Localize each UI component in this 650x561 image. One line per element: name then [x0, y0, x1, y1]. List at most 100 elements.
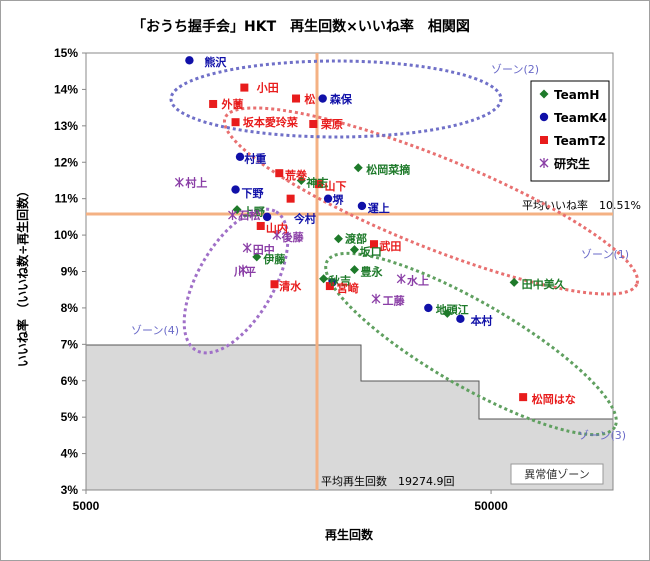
data-point — [275, 169, 284, 178]
data-point — [272, 230, 282, 241]
y-tick-label: 7% — [61, 337, 79, 351]
data-point — [371, 293, 381, 304]
y-tick-label: 13% — [54, 119, 78, 133]
data-point — [353, 163, 363, 173]
y-tick-label: 3% — [61, 483, 79, 497]
y-tick-label: 11% — [55, 192, 79, 206]
data-point — [325, 282, 334, 291]
data-point — [456, 314, 465, 324]
data-point — [369, 240, 378, 249]
point-label: 宮﨑 — [337, 281, 359, 295]
y-tick-label: 9% — [61, 265, 79, 279]
point-label: 武田 — [379, 239, 401, 253]
data-points — [174, 56, 528, 402]
legend: TeamH TeamK4 TeamT2 研究生 — [530, 80, 610, 182]
y-tick-label: 12% — [54, 155, 78, 169]
point-label: 小田 — [256, 81, 279, 95]
point-label: 外薗 — [220, 97, 243, 111]
data-point — [424, 303, 433, 313]
data-point — [242, 242, 252, 253]
point-label: 後藤 — [282, 230, 305, 244]
legend-label: TeamK4 — [554, 111, 607, 125]
y-tick-label: 10% — [54, 228, 78, 242]
point-label: 田中 — [253, 243, 275, 257]
legend-marker — [539, 158, 549, 168]
average-plays-label: 平均再生回数 19274.9回 — [321, 474, 455, 488]
data-point — [296, 175, 306, 185]
point-label: 熊沢 — [204, 55, 227, 69]
y-axis-ticks: 3% 4% 5% 6% 7% 8% 9% 10% 11% 12% 13% 14% 15% — [54, 46, 86, 497]
data-point — [240, 83, 249, 92]
point-label: 松 — [304, 92, 315, 106]
data-point — [174, 177, 184, 188]
x-tick-label: 5000 — [73, 499, 100, 513]
data-point — [256, 221, 265, 230]
data-point — [286, 194, 295, 203]
data-point — [318, 94, 327, 103]
data-point — [309, 120, 318, 129]
point-label: 今村 — [293, 212, 316, 226]
data-point — [357, 201, 367, 211]
zone-3-label: ゾーン(3) — [578, 429, 626, 442]
data-point — [235, 152, 245, 161]
point-label: 坂本愛玲菜 — [243, 115, 299, 129]
zone-2-label: ゾーン(2) — [491, 63, 539, 76]
point-label: 上野 — [243, 204, 265, 218]
data-point — [185, 56, 194, 65]
average-like-rate-label: 平均いいね率 10.51% — [522, 198, 641, 212]
data-point — [349, 245, 359, 255]
point-label: 堺 — [332, 192, 344, 206]
legend-marker — [540, 136, 548, 144]
legend-marker — [539, 112, 549, 122]
point-label: 森保 — [330, 92, 353, 106]
abnormal-zone-label-box — [510, 463, 604, 485]
data-point — [228, 210, 237, 221]
data-point — [349, 265, 359, 275]
point-label: 山内 — [266, 221, 288, 235]
legend-label: 研究生 — [554, 156, 590, 171]
data-point — [231, 185, 240, 194]
data-point — [323, 194, 333, 203]
data-point — [252, 252, 262, 262]
zone-2-ellipse — [169, 59, 503, 139]
data-point — [238, 264, 248, 275]
y-axis-title: いいね率 （いいね数÷再生回数） — [15, 185, 30, 367]
data-point — [231, 118, 240, 127]
y-tick-label: 14% — [54, 82, 78, 96]
zone-1-label: ゾーン(1) — [581, 248, 629, 261]
zone-3-ellipse — [324, 251, 618, 437]
point-label: 運上 — [368, 201, 390, 215]
data-point — [442, 308, 452, 318]
point-label: 地頭江 — [436, 303, 469, 317]
data-point — [262, 212, 272, 222]
data-point — [292, 94, 301, 103]
point-label: 石松 — [238, 208, 261, 222]
y-tick-label: 4% — [61, 447, 79, 461]
data-point — [270, 280, 279, 289]
point-label: 渡部 — [345, 232, 367, 246]
y-tick-label: 15% — [54, 46, 78, 60]
point-label: 下野 — [241, 187, 263, 200]
point-label: 清水 — [279, 279, 302, 293]
point-label: 伊藤 — [262, 252, 286, 266]
point-label: 松岡菜摘 — [366, 163, 410, 177]
point-label: 豊永 — [360, 265, 383, 279]
x-tick-label: 50000 — [474, 499, 508, 513]
data-point — [509, 277, 519, 287]
zone-4-ellipse — [182, 207, 290, 355]
point-label: 田中美久 — [522, 277, 567, 291]
point-label: 川平 — [233, 266, 256, 279]
data-point — [396, 273, 406, 284]
point-label: 山下 — [325, 179, 347, 193]
y-tick-label: 6% — [61, 374, 79, 388]
data-point — [209, 99, 218, 108]
point-label: 水上 — [407, 274, 429, 288]
legend-marker — [539, 89, 549, 99]
point-label: 栗原 — [321, 118, 343, 131]
legend-label: TeamT2 — [554, 134, 606, 148]
legend-label: TeamH — [554, 88, 599, 102]
point-label: 村重 — [244, 152, 266, 166]
